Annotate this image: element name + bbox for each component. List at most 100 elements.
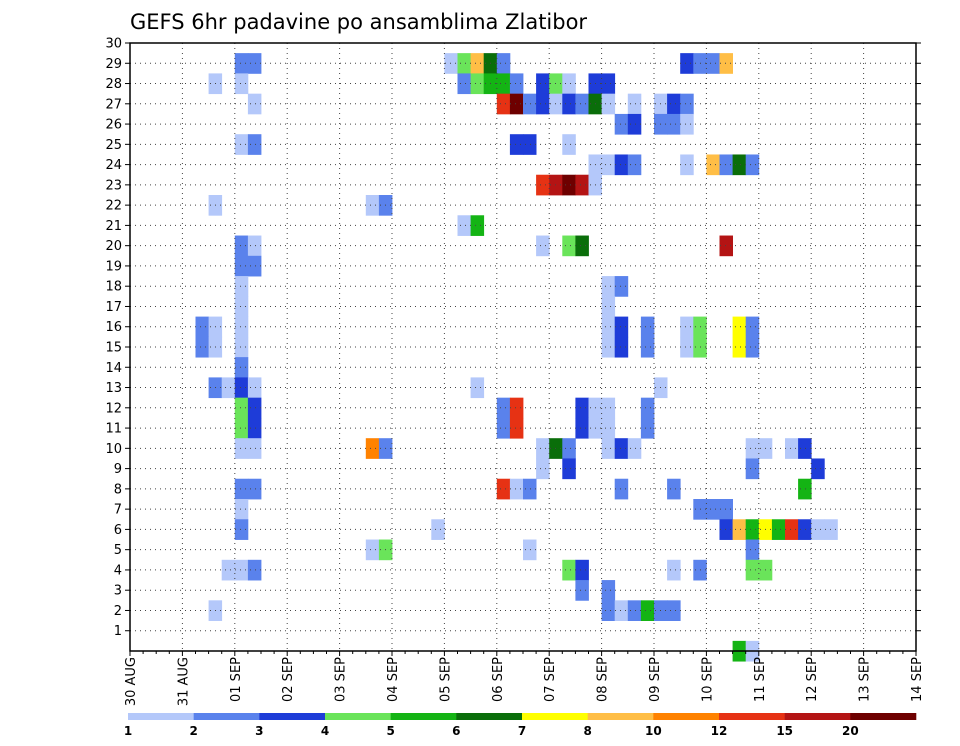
heat-cell <box>614 113 629 135</box>
heat-cell <box>470 73 485 95</box>
chart-title: GEFS 6hr padavine po ansamblima Zlatibor <box>130 10 587 34</box>
y-tick-label: 3 <box>114 584 122 599</box>
heat-cell <box>509 73 524 95</box>
heat-cell <box>470 215 485 236</box>
y-tick-label: 16 <box>105 320 122 335</box>
legend-swatch <box>784 713 851 720</box>
x-tick-label: 09 SEP <box>648 657 663 702</box>
heat-cell <box>247 134 262 155</box>
heat-cell <box>719 499 733 520</box>
heat-cell <box>496 478 511 500</box>
heat-cell <box>680 113 694 135</box>
x-tick-label: 30 AUG <box>124 657 139 706</box>
heat-cell <box>798 519 812 540</box>
legend-swatch <box>456 713 523 720</box>
heat-cell <box>221 559 236 581</box>
heat-cell <box>247 417 262 439</box>
heat-cell <box>234 438 249 459</box>
heat-cell <box>221 377 236 399</box>
legend-swatch <box>390 713 457 720</box>
x-tick-label: 02 SEP <box>281 657 296 702</box>
heat-cell <box>785 438 799 459</box>
heat-cell <box>234 255 249 277</box>
heat-cell <box>601 154 616 176</box>
y-tick-label: 12 <box>105 401 122 416</box>
heat-cell <box>247 377 262 399</box>
heat-cell <box>247 93 262 115</box>
grid-layer <box>130 43 916 651</box>
heat-cell <box>234 134 249 155</box>
x-tick-label: 12 SEP <box>805 657 820 702</box>
heat-cell <box>601 73 616 95</box>
heat-cell <box>247 559 262 581</box>
heat-cell <box>234 296 249 317</box>
heat-cell <box>614 478 629 500</box>
heat-cell <box>575 174 589 196</box>
heat-cell <box>627 600 642 621</box>
x-tick-label: 14 SEP <box>910 657 925 702</box>
heat-cell <box>745 438 760 459</box>
heat-cell <box>562 134 576 155</box>
heat-cell <box>640 397 655 419</box>
legend-label: 7 <box>518 724 526 738</box>
heat-cell <box>195 316 209 338</box>
heat-cell <box>365 438 380 459</box>
heat-cell <box>496 93 511 115</box>
heat-cell <box>771 519 786 540</box>
heat-cell <box>706 499 720 520</box>
heat-cell <box>575 417 589 439</box>
heat-cell <box>575 235 589 257</box>
heat-cell <box>640 600 655 621</box>
cells-layer <box>195 53 838 662</box>
legend-swatch <box>128 713 194 720</box>
heat-cell <box>706 154 720 176</box>
y-tick-label: 30 <box>105 37 122 52</box>
heat-cell <box>247 235 262 257</box>
heat-cell <box>785 519 799 540</box>
heat-cell <box>627 113 642 135</box>
legend-label: 1 <box>124 724 132 738</box>
heat-cell <box>509 93 524 115</box>
y-tick-label: 29 <box>105 57 122 72</box>
heat-cell <box>640 316 655 338</box>
heat-cell <box>509 134 524 155</box>
heat-cell <box>234 559 249 581</box>
heat-cell <box>234 478 249 500</box>
heat-cell <box>745 539 760 561</box>
heat-cell <box>614 316 629 338</box>
legend-label: 15 <box>776 724 793 738</box>
heat-cell <box>247 255 262 277</box>
legend-swatch <box>850 713 917 720</box>
heat-cell <box>575 559 589 581</box>
heat-cell <box>457 53 471 74</box>
heat-cell <box>745 559 760 581</box>
heat-cell <box>601 296 616 317</box>
y-tick-label: 19 <box>105 259 122 274</box>
legend-swatch <box>719 713 785 720</box>
heat-cell <box>234 73 249 95</box>
y-tick-label: 27 <box>105 97 122 112</box>
legend-swatch <box>522 713 588 720</box>
heat-cell <box>431 519 445 540</box>
heat-cell <box>234 499 249 520</box>
heat-cell <box>680 316 694 338</box>
heat-cell <box>680 336 694 358</box>
heat-cell <box>247 53 262 74</box>
y-tick-label: 28 <box>105 77 122 92</box>
heat-cell <box>247 478 262 500</box>
x-tick-label: 05 SEP <box>438 657 453 702</box>
y-tick-label: 18 <box>105 280 122 295</box>
heat-cell <box>562 73 576 95</box>
y-tick-label: 7 <box>114 503 122 518</box>
heat-cell <box>798 438 812 459</box>
heat-cell <box>523 134 537 155</box>
heat-cell <box>601 397 616 419</box>
heat-cell <box>562 93 576 115</box>
y-tick-label: 6 <box>114 523 122 538</box>
heat-cell <box>680 93 694 115</box>
heat-cell <box>444 53 458 74</box>
heat-cell <box>247 397 262 419</box>
y-tick-label: 9 <box>114 462 122 477</box>
heat-cell <box>234 397 249 419</box>
